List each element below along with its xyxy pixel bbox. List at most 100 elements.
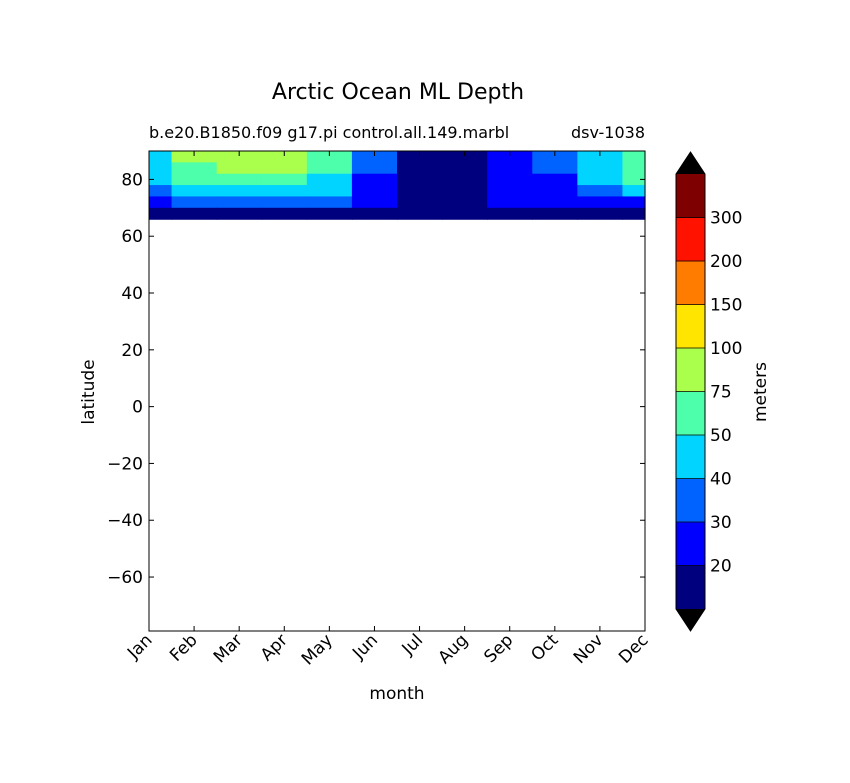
contour-cell (397, 185, 443, 198)
contour-cell (577, 207, 624, 220)
contour-cell (306, 196, 353, 209)
contour-cell (216, 196, 263, 209)
contour-cell (216, 185, 263, 198)
contour-cell (577, 173, 624, 186)
contour-cell (397, 162, 443, 175)
y-tick-label: 60 (121, 227, 143, 247)
contour-cell (171, 151, 218, 163)
chart-subtitle-right: dsv-1038 (571, 123, 645, 142)
colorbar-tick-label: 100 (710, 339, 742, 359)
contour-cell (487, 173, 533, 186)
contour-cell (306, 173, 353, 186)
colorbar-tick-label: 50 (710, 426, 732, 446)
contour-cell (149, 151, 173, 163)
contour-cell (397, 151, 443, 163)
contour-cell (622, 207, 646, 220)
contour-cell (577, 151, 624, 163)
x-tick-label: Aug (435, 630, 473, 668)
contour-cell (261, 151, 308, 163)
contour-cell (532, 185, 578, 198)
x-tick-label: Sep (480, 630, 517, 667)
y-tick-label: 20 (121, 341, 143, 361)
contour-cell (149, 173, 173, 186)
contour-cell (351, 185, 398, 198)
contour-cell (442, 173, 488, 186)
contour-cell (577, 196, 624, 209)
colorbar-tick-label: 300 (710, 209, 742, 229)
x-tick-label: Jun (348, 630, 382, 664)
contour-cell (149, 196, 173, 209)
colorbar-segment (676, 217, 705, 262)
colorbar-label: meters (751, 362, 771, 422)
colorbar-segment (676, 348, 705, 392)
contour-cell (261, 196, 308, 209)
contour-cell (622, 196, 646, 209)
y-tick-label: 0 (132, 398, 143, 418)
colorbar-tick-label: 200 (710, 252, 742, 272)
contour-cell (532, 196, 578, 209)
contour-cell (487, 185, 533, 198)
contour-cell (532, 151, 578, 163)
x-tick-label: Mar (210, 630, 247, 667)
contour-cell (442, 207, 488, 220)
plot-area (149, 151, 646, 220)
x-tick-label: Nov (570, 630, 608, 668)
colorbar-segment (676, 391, 705, 436)
contour-cell (171, 196, 218, 209)
contour-cell (351, 207, 398, 220)
colorbar-tick-label: 40 (710, 470, 732, 490)
colorbar-segment (676, 261, 705, 305)
contour-cell (351, 196, 398, 209)
x-tick-label: Oct (527, 630, 562, 665)
contour-cell (442, 185, 488, 198)
y-tick-label: 80 (121, 170, 143, 190)
contour-cell (487, 162, 533, 175)
contour-cell (171, 207, 218, 220)
contour-cell (149, 185, 173, 198)
y-tick-label: −40 (107, 511, 143, 531)
contour-cell (487, 207, 533, 220)
chart-subtitle-left: b.e20.B1850.f09 g17.pi control.all.149.m… (149, 123, 509, 142)
y-tick-label: −60 (107, 568, 143, 588)
colorbar-segment (676, 522, 705, 566)
y-tick-label: 40 (121, 284, 143, 304)
colorbar-tick-label: 150 (710, 296, 742, 316)
colorbar-tick-label: 20 (710, 557, 732, 577)
contour-cell (149, 162, 173, 175)
colorbar-segment (676, 304, 705, 349)
contour-cell (306, 151, 353, 163)
contour-cell (487, 151, 533, 163)
contour-cell (261, 207, 308, 220)
contour-cell (351, 162, 398, 175)
contour-cell (532, 173, 578, 186)
contour-cell (487, 196, 533, 209)
contour-cell (577, 162, 624, 175)
x-tick-label: May (298, 630, 337, 669)
colorbar-segment (676, 174, 705, 218)
colorbar-segment (676, 435, 705, 479)
contour-cell (577, 185, 624, 198)
contour-cell (622, 162, 646, 175)
x-axis-label: month (369, 684, 424, 704)
y-axis-label: latitude (79, 359, 99, 424)
y-tick-label: −20 (107, 454, 143, 474)
contour-cell (216, 162, 263, 175)
contour-cell (397, 207, 443, 220)
contour-cell (216, 207, 263, 220)
colorbar-segment (676, 478, 705, 523)
contour-cell (171, 162, 218, 175)
x-tick-label: Apr (257, 630, 292, 665)
contour-cell (149, 207, 173, 220)
contour-cell (442, 151, 488, 163)
contour-cell (306, 207, 353, 220)
contour-cell (216, 173, 263, 186)
contour-cell (351, 173, 398, 186)
contour-cell (622, 185, 646, 198)
contour-cell (171, 185, 218, 198)
plot-frame (148, 150, 646, 632)
colorbar-extend-top (676, 152, 705, 174)
contour-cell (442, 196, 488, 209)
colorbar-segment (676, 565, 705, 610)
contour-cell (351, 151, 398, 163)
